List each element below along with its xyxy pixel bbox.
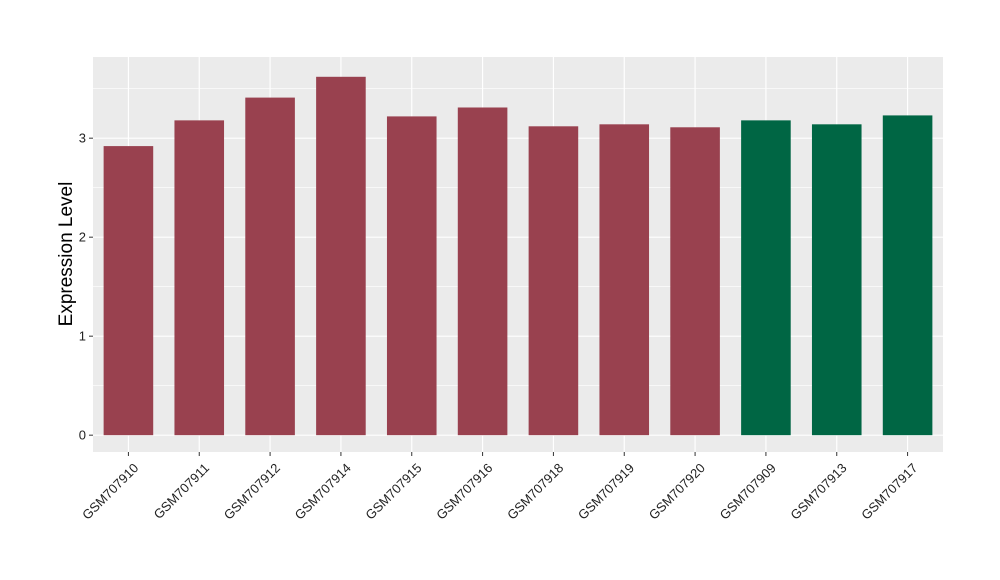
y-axis: 0 1 2 3 (79, 131, 93, 443)
x-tick-label: GSM707914 (292, 460, 354, 522)
x-tick-label: GSM707910 (79, 460, 141, 522)
bar-GSM707917 (882, 115, 933, 436)
x-axis: GSM707910 GSM707911 GSM707912 GSM707914 GSM7… (79, 452, 920, 523)
y-tick-label: 2 (79, 230, 86, 245)
bar-GSM707920 (670, 127, 720, 436)
y-tick-label: 0 (79, 428, 86, 443)
x-tick-label: GSM707915 (362, 460, 424, 522)
x-tick-label: GSM707909 (717, 460, 779, 522)
bar-GSM707914 (316, 76, 366, 436)
y-tick-label: 1 (79, 329, 86, 344)
x-tick-label: GSM707917 (858, 460, 920, 522)
y-tick-label: 3 (79, 131, 86, 146)
x-tick-label: GSM707920 (646, 460, 708, 522)
bar-GSM707916 (457, 107, 508, 436)
minor-gridlines (93, 88, 943, 386)
plot-panel (93, 57, 943, 452)
bar-GSM707915 (386, 116, 437, 436)
bar-GSM707919 (599, 124, 650, 436)
x-tick-label: GSM707918 (504, 460, 566, 522)
x-tick-label: GSM707912 (221, 460, 283, 522)
bar-GSM707913 (811, 124, 862, 436)
x-tick-label: GSM707919 (575, 460, 637, 522)
bar-GSM707912 (245, 97, 295, 436)
bar-GSM707911 (174, 120, 225, 436)
x-tick-label: GSM707916 (433, 460, 495, 522)
x-tick-label: GSM707913 (787, 460, 849, 522)
bars-group (103, 76, 933, 436)
bar-GSM707910 (103, 146, 154, 436)
bar-GSM707918 (528, 126, 579, 436)
x-tick-label: GSM707911 (151, 460, 213, 522)
y-axis-title: Expression Level (56, 182, 77, 327)
bar-GSM707909 (741, 120, 791, 436)
